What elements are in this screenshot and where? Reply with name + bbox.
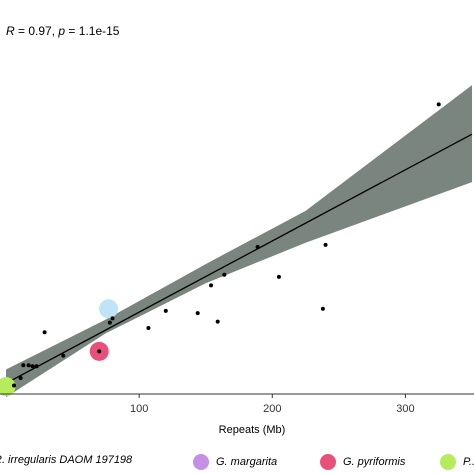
x-axis-label: Repeats (Mb) — [219, 424, 286, 436]
x-tick-label: 200 — [263, 403, 281, 415]
data-point — [222, 272, 227, 277]
p-label: p — [58, 24, 66, 38]
x-tick-layer: 100 200 300 — [130, 394, 415, 415]
legend: R. irregularis DAOM 197198 G. margarita … — [0, 454, 474, 474]
confidence-band-layer — [6, 85, 472, 398]
data-point — [26, 363, 31, 368]
data-point — [146, 325, 151, 330]
legend-item-g-pyriformis: G. pyriformis — [320, 454, 405, 470]
data-point — [21, 363, 26, 368]
data-points-layer — [11, 102, 441, 388]
data-point — [107, 320, 112, 325]
data-point — [11, 383, 16, 388]
data-point — [276, 274, 281, 279]
data-point — [18, 376, 23, 381]
data-point — [320, 306, 325, 311]
data-point — [34, 364, 39, 369]
data-point — [323, 242, 328, 247]
r-label: R — [6, 24, 15, 38]
data-point — [42, 330, 47, 335]
confidence-band — [6, 85, 472, 398]
data-point — [110, 316, 115, 321]
legend-swatch — [320, 454, 336, 470]
data-point — [61, 353, 66, 358]
legend-item-r-irregularis: R. irregularis DAOM 197198 — [0, 454, 132, 466]
x-tick-label: 100 — [130, 403, 148, 415]
p-value: = 1.1e-15 — [68, 24, 120, 38]
legend-item-p: P... — [440, 454, 474, 470]
x-tick-label: 300 — [396, 403, 414, 415]
highlighted-point — [0, 377, 16, 397]
data-point — [209, 283, 214, 288]
data-point — [215, 319, 220, 324]
legend-swatch — [440, 454, 456, 470]
fit-line-layer — [5, 133, 473, 384]
correlation-stat: R = 0.97, p = 1.1e-15 — [6, 24, 119, 38]
highlighted-point — [99, 299, 119, 319]
legend-label: P... — [463, 456, 474, 468]
data-point — [30, 364, 35, 369]
legend-swatch — [193, 454, 209, 470]
data-point — [163, 308, 168, 313]
data-point — [97, 349, 102, 354]
data-point — [436, 102, 441, 107]
data-point — [255, 245, 260, 250]
data-point — [195, 311, 200, 316]
legend-label: R. irregularis DAOM 197198 — [0, 454, 133, 466]
legend-label: G. margarita — [216, 456, 278, 468]
r-value: = 0.97, — [18, 24, 56, 38]
legend-item-g-margarita: G. margarita — [193, 454, 277, 470]
regression-line — [5, 133, 473, 384]
legend-label: G. pyriformis — [343, 456, 406, 468]
